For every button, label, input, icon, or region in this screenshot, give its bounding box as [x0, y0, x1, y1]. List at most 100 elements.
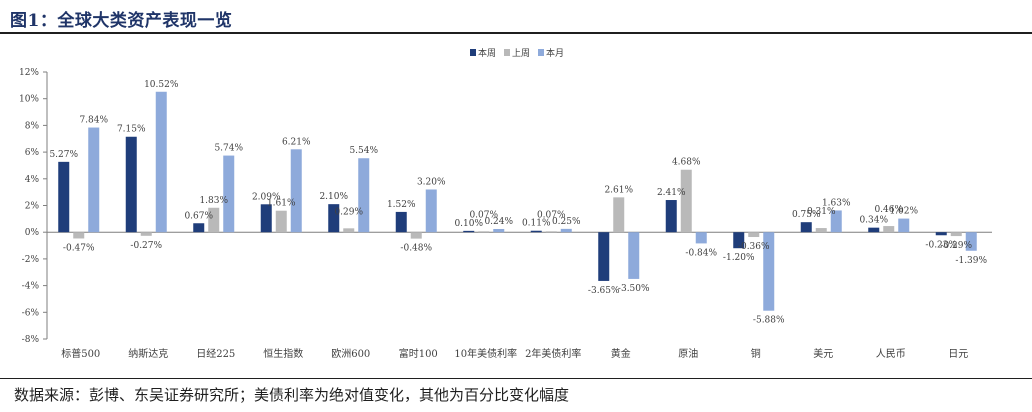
data-label: -0.84% — [685, 248, 717, 258]
bar — [733, 232, 745, 249]
x-tick-label: 原油 — [678, 347, 698, 360]
bar — [223, 155, 235, 233]
data-label: -1.39% — [955, 256, 987, 266]
data-label: -0.47% — [63, 243, 95, 253]
data-label: 1.63% — [822, 198, 851, 208]
data-label: 0.10% — [454, 219, 483, 229]
bar — [935, 232, 947, 236]
data-label: 2.09% — [252, 192, 281, 202]
bar — [140, 232, 152, 236]
data-label: 0.07% — [469, 210, 498, 220]
bar — [965, 232, 977, 251]
data-label: 4.68% — [672, 158, 701, 168]
bar — [88, 127, 100, 233]
bar — [598, 232, 610, 281]
data-label: 5.74% — [214, 144, 243, 154]
data-label: -0.36% — [738, 242, 770, 252]
data-label: 0.29% — [334, 207, 363, 217]
source-divider — [0, 378, 1032, 379]
data-label: -0.23% — [925, 240, 957, 250]
data-label: 0.75% — [792, 210, 821, 220]
legend-swatch — [538, 49, 544, 56]
bar — [613, 197, 625, 233]
legend-label: 本周 — [478, 47, 496, 59]
x-tick-label: 恒生指数 — [263, 347, 303, 360]
data-label: 3.20% — [417, 177, 446, 187]
data-label: 1.83% — [199, 196, 228, 206]
y-tick-label: 8% — [25, 121, 40, 131]
x-tick-label: 日经225 — [196, 347, 235, 360]
bar — [463, 230, 475, 233]
bar — [290, 149, 302, 233]
y-tick-label: -6% — [22, 308, 40, 318]
x-tick-label: 黄金 — [611, 347, 631, 360]
x-tick-label: 标普500 — [61, 347, 100, 360]
data-label: -3.65% — [588, 286, 620, 296]
data-label: 0.67% — [184, 211, 213, 221]
y-tick-label: 6% — [25, 148, 40, 158]
bar — [898, 218, 910, 233]
data-label: 0.46% — [874, 205, 903, 215]
data-label: 0.11% — [522, 219, 551, 229]
bar — [425, 189, 437, 233]
x-tick-label: 富时100 — [399, 347, 438, 360]
x-tick-label: 欧洲600 — [331, 348, 370, 360]
bar — [73, 232, 85, 239]
data-label: 5.54% — [349, 146, 378, 156]
bar — [478, 231, 490, 233]
bar — [628, 232, 640, 279]
data-label: 7.15% — [117, 125, 146, 135]
bar — [883, 226, 895, 233]
data-label: 0.31% — [807, 207, 836, 217]
bar — [208, 207, 220, 233]
data-label: 0.07% — [537, 210, 566, 220]
x-tick-label: 人民币 — [876, 348, 906, 360]
x-tick-label: 2年美债利率 — [525, 347, 581, 360]
bar — [815, 228, 827, 233]
bar — [868, 227, 880, 233]
bar — [395, 211, 407, 233]
data-label: 0.24% — [484, 217, 513, 227]
x-tick-label: 美元 — [813, 347, 833, 360]
bar — [950, 232, 962, 237]
bar — [328, 204, 340, 233]
data-label: 0.25% — [552, 217, 581, 227]
legend-swatch — [470, 49, 476, 56]
data-label: -0.27% — [130, 241, 162, 251]
bar — [800, 222, 812, 233]
data-label: 2.41% — [657, 188, 686, 198]
y-tick-label: 0% — [25, 228, 40, 238]
source-note: 数据来源：彭博、东吴证券研究所；美债利率为绝对值变化，其他为百分比变化幅度 — [14, 386, 570, 404]
y-tick-label: 2% — [25, 202, 40, 212]
legend-label: 本月 — [546, 47, 564, 59]
legend-swatch — [504, 49, 510, 56]
bar — [748, 232, 760, 238]
bar — [763, 232, 775, 311]
y-tick-label: 12% — [19, 68, 39, 78]
x-tick-label: 铜 — [751, 348, 761, 360]
data-label: -0.48% — [400, 244, 432, 254]
data-label: -3.50% — [618, 284, 650, 294]
bar — [193, 223, 205, 233]
bar — [125, 136, 137, 233]
legend-label: 上周 — [512, 48, 530, 59]
bar — [830, 210, 842, 233]
bar — [665, 200, 677, 233]
bar — [260, 204, 272, 233]
data-label: 7.84% — [79, 116, 108, 126]
data-label: 1.52% — [387, 200, 416, 210]
data-label: -0.29% — [940, 241, 972, 251]
bar — [343, 228, 355, 233]
x-tick-label: 10年美债利率 — [454, 347, 517, 360]
x-tick-label: 纳斯达克 — [128, 347, 168, 360]
data-label: 6.21% — [282, 137, 311, 147]
bar — [275, 210, 287, 233]
data-label: 2.61% — [604, 185, 633, 195]
data-label: 2.10% — [319, 192, 348, 202]
bar — [410, 232, 422, 239]
figure-title: 图1：全球大类资产表现一览 — [10, 11, 233, 31]
bar — [545, 231, 557, 233]
bar — [358, 158, 370, 233]
y-tick-label: 4% — [25, 175, 40, 185]
bar — [680, 169, 692, 233]
